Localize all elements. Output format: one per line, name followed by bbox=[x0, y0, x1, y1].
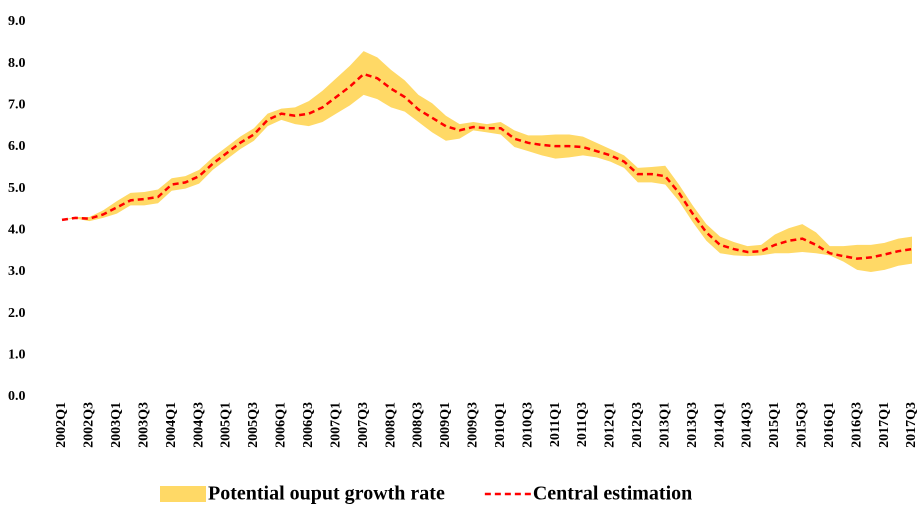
y-tick-label: 2.0 bbox=[8, 306, 26, 321]
x-tick-label: 2011Q3 bbox=[575, 402, 590, 447]
x-tick-label: 2016Q3 bbox=[849, 402, 864, 448]
x-tick-label: 2015Q1 bbox=[767, 402, 782, 448]
x-tick-label: 2008Q1 bbox=[383, 402, 398, 448]
legend-label: Potential ouput growth rate bbox=[208, 483, 445, 505]
y-tick-label: 3.0 bbox=[8, 264, 26, 279]
x-tick-label: 2010Q1 bbox=[493, 402, 508, 448]
x-tick-label: 2005Q3 bbox=[246, 402, 261, 448]
central-line bbox=[61, 72, 913, 260]
x-tick-label: 2014Q1 bbox=[712, 402, 727, 448]
x-tick-label: 2007Q1 bbox=[328, 402, 343, 448]
x-tick-label: 2003Q1 bbox=[109, 402, 124, 448]
y-tick-label: 7.0 bbox=[8, 98, 26, 113]
x-tick-label: 2009Q3 bbox=[466, 402, 481, 448]
x-tick-label: 2010Q3 bbox=[520, 402, 535, 448]
x-tick-label: 2017Q3 bbox=[904, 402, 919, 448]
x-tick-label: 2008Q3 bbox=[411, 402, 426, 448]
y-tick-label: 9.0 bbox=[8, 14, 26, 29]
x-tick-label: 2013Q1 bbox=[657, 402, 672, 448]
x-tick-label: 2002Q3 bbox=[82, 402, 97, 448]
x-tick-label: 2015Q3 bbox=[795, 402, 810, 448]
legend-label: Central estimation bbox=[533, 483, 692, 505]
y-tick-label: 8.0 bbox=[8, 56, 26, 71]
x-tick-label: 2014Q3 bbox=[740, 402, 755, 448]
y-tick-label: 1.0 bbox=[8, 348, 26, 363]
y-tick-label: 6.0 bbox=[8, 139, 26, 154]
x-tick-label: 2006Q3 bbox=[301, 402, 316, 448]
x-tick-label: 2017Q1 bbox=[877, 402, 892, 448]
y-tick-label: 4.0 bbox=[8, 223, 26, 238]
y-tick-label: 5.0 bbox=[8, 181, 26, 196]
x-tick-label: 2007Q3 bbox=[356, 402, 371, 448]
x-tick-label: 2009Q1 bbox=[438, 402, 453, 448]
x-tick-label: 2005Q1 bbox=[219, 402, 234, 448]
x-tick-label: 2012Q1 bbox=[603, 402, 618, 448]
x-tick-label: 2004Q1 bbox=[164, 402, 179, 448]
x-tick-label: 2016Q1 bbox=[822, 402, 837, 448]
x-tick-label: 2002Q1 bbox=[54, 402, 69, 448]
range-band bbox=[62, 51, 912, 272]
x-tick-label: 2004Q3 bbox=[191, 402, 206, 448]
y-tick-label: 0.0 bbox=[8, 389, 26, 404]
x-tick-label: 2011Q1 bbox=[548, 402, 563, 447]
legend-swatch bbox=[160, 486, 206, 502]
x-tick-label: 2013Q3 bbox=[685, 402, 700, 448]
x-tick-label: 2006Q1 bbox=[274, 402, 289, 448]
x-tick-label: 2003Q3 bbox=[136, 402, 151, 448]
x-tick-label: 2012Q3 bbox=[630, 402, 645, 448]
